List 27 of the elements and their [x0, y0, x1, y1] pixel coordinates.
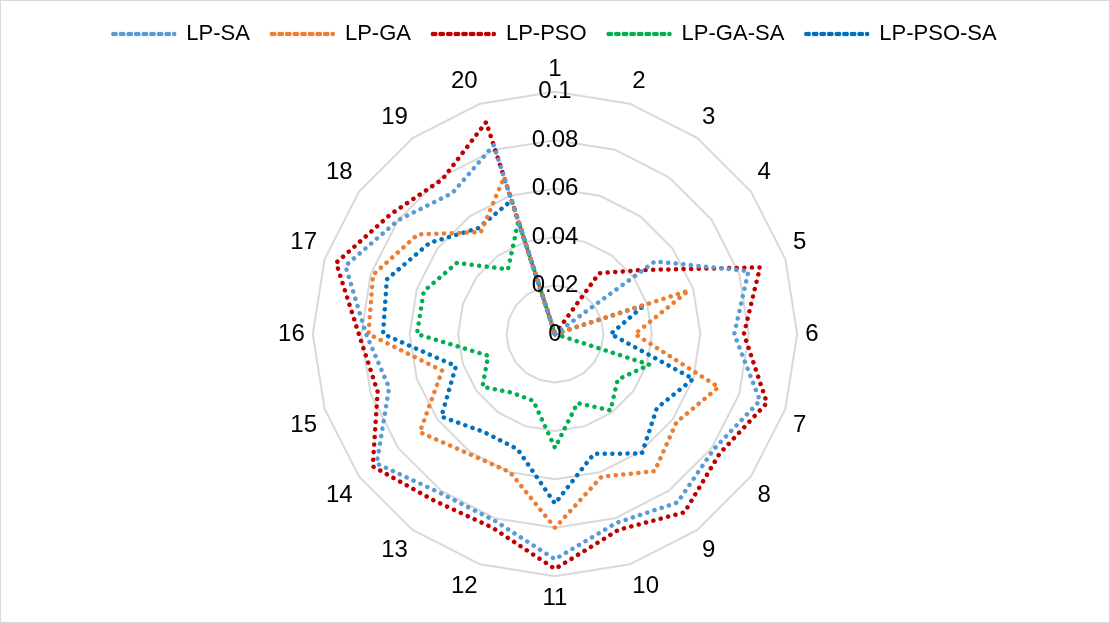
spoke-label: 6	[805, 318, 819, 346]
legend-label: LP-PSO	[505, 20, 587, 46]
spoke-label: 13	[381, 535, 408, 563]
legend-label: LP-PSO-SA	[879, 20, 998, 46]
spoke-label: 5	[792, 226, 807, 254]
spoke-label: 17	[290, 226, 318, 254]
spoke-label: 7	[792, 410, 807, 438]
spoke-label: 20	[450, 66, 478, 94]
spoke-label: 12	[450, 570, 478, 598]
spoke-label: 11	[542, 583, 568, 611]
spoke-label: 8	[757, 480, 771, 508]
y-tick-label: 0.04	[531, 221, 579, 249]
spoke-label: 14	[325, 480, 353, 508]
spoke-label: 4	[757, 157, 771, 185]
y-tick-label: 0.08	[531, 124, 579, 152]
legend-label: LP-SA	[186, 20, 251, 46]
y-tick-label: 0.06	[531, 173, 579, 201]
spoke-label: 18	[325, 157, 353, 185]
spoke-label: 9	[702, 535, 716, 563]
spoke-label: 16	[278, 318, 305, 346]
legend-label: LP-GA	[344, 20, 412, 46]
spoke-label: 2	[632, 66, 646, 94]
legend-label: LP-GA-SA	[681, 20, 785, 46]
spoke-label: 15	[290, 410, 318, 438]
spoke-label: 19	[381, 101, 408, 129]
spoke-label: 10	[632, 570, 660, 598]
spoke-label: 3	[702, 101, 716, 129]
